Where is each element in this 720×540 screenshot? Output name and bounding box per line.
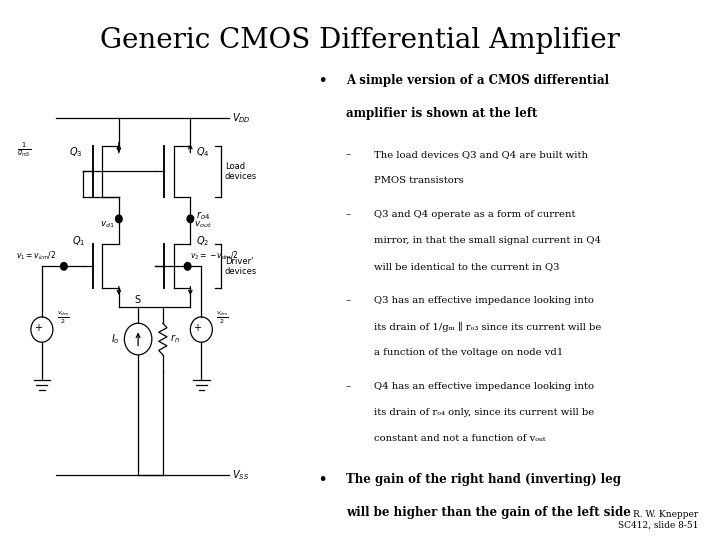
- Text: its drain of rₒ₄ only, since its current will be: its drain of rₒ₄ only, since its current…: [374, 408, 595, 417]
- Circle shape: [116, 215, 122, 222]
- Text: $v_{out}$: $v_{out}$: [194, 220, 212, 230]
- Text: $v_{d1}$: $v_{d1}$: [99, 220, 114, 230]
- Text: Driver'
devices: Driver' devices: [225, 256, 257, 276]
- Text: $Q_4$: $Q_4$: [196, 146, 210, 159]
- Text: a function of the voltage on node vd1: a function of the voltage on node vd1: [374, 348, 563, 357]
- Text: Q3 and Q4 operate as a form of current: Q3 and Q4 operate as a form of current: [374, 210, 575, 219]
- Text: –: –: [346, 296, 351, 305]
- Text: $V_{DD}$: $V_{DD}$: [232, 111, 251, 125]
- Text: $r_{o4}$: $r_{o4}$: [196, 210, 210, 222]
- Circle shape: [184, 262, 191, 270]
- Text: $Q_1$: $Q_1$: [72, 234, 86, 248]
- Text: The gain of the right hand (inverting) leg: The gain of the right hand (inverting) l…: [346, 472, 621, 485]
- Text: will be higher than the gain of the left side: will be higher than the gain of the left…: [346, 507, 631, 519]
- Text: constant and not a function of vₒᵤₜ: constant and not a function of vₒᵤₜ: [374, 434, 546, 443]
- Text: will be identical to the current in Q3: will be identical to the current in Q3: [374, 262, 559, 271]
- Text: The load devices Q3 and Q4 are built with: The load devices Q3 and Q4 are built wit…: [374, 150, 588, 159]
- Text: +: +: [34, 323, 42, 333]
- Text: mirror, in that the small signal current in Q4: mirror, in that the small signal current…: [374, 236, 601, 245]
- Text: $V_{SS}$: $V_{SS}$: [232, 468, 248, 482]
- Text: $\frac{v_{dm}}{2}$: $\frac{v_{dm}}{2}$: [217, 310, 230, 326]
- Text: $I_o$: $I_o$: [111, 332, 120, 346]
- Text: S: S: [134, 295, 140, 305]
- Text: Q4 has an effective impedance looking into: Q4 has an effective impedance looking in…: [374, 382, 594, 391]
- Text: $r_n$: $r_n$: [170, 333, 179, 346]
- Text: amplifier is shown at the left: amplifier is shown at the left: [346, 107, 537, 120]
- Text: –: –: [346, 210, 351, 219]
- Text: Generic CMOS Differential Amplifier: Generic CMOS Differential Amplifier: [100, 27, 620, 54]
- Circle shape: [60, 262, 67, 270]
- Text: its drain of 1/gₘ ∥ rₒ₃ since its current will be: its drain of 1/gₘ ∥ rₒ₃ since its curren…: [374, 322, 601, 332]
- Text: –: –: [346, 150, 351, 159]
- Text: $\frac{v_{dm}}{2}$: $\frac{v_{dm}}{2}$: [57, 310, 70, 326]
- Text: –: –: [346, 382, 351, 391]
- Text: $\frac{1}{g_{m3}}$: $\frac{1}{g_{m3}}$: [17, 140, 32, 158]
- Text: •: •: [318, 472, 326, 485]
- Circle shape: [187, 215, 194, 222]
- Text: Load
devices: Load devices: [225, 161, 257, 181]
- Text: •: •: [318, 74, 326, 87]
- Text: $v_1=v_{icm}/2$: $v_1=v_{icm}/2$: [16, 249, 56, 261]
- Text: $Q_2$: $Q_2$: [196, 234, 209, 248]
- Text: +: +: [193, 323, 201, 333]
- Text: A simple version of a CMOS differential: A simple version of a CMOS differential: [346, 74, 609, 87]
- Text: Q3 has an effective impedance looking into: Q3 has an effective impedance looking in…: [374, 296, 594, 305]
- Text: R. W. Knepper
SC412, slide 8-51: R. W. Knepper SC412, slide 8-51: [618, 510, 698, 529]
- Text: $Q_3$: $Q_3$: [69, 146, 83, 159]
- Text: PMOS transistors: PMOS transistors: [374, 176, 464, 185]
- Text: $v_2=-v_{dm}/2$: $v_2=-v_{dm}/2$: [190, 249, 239, 261]
